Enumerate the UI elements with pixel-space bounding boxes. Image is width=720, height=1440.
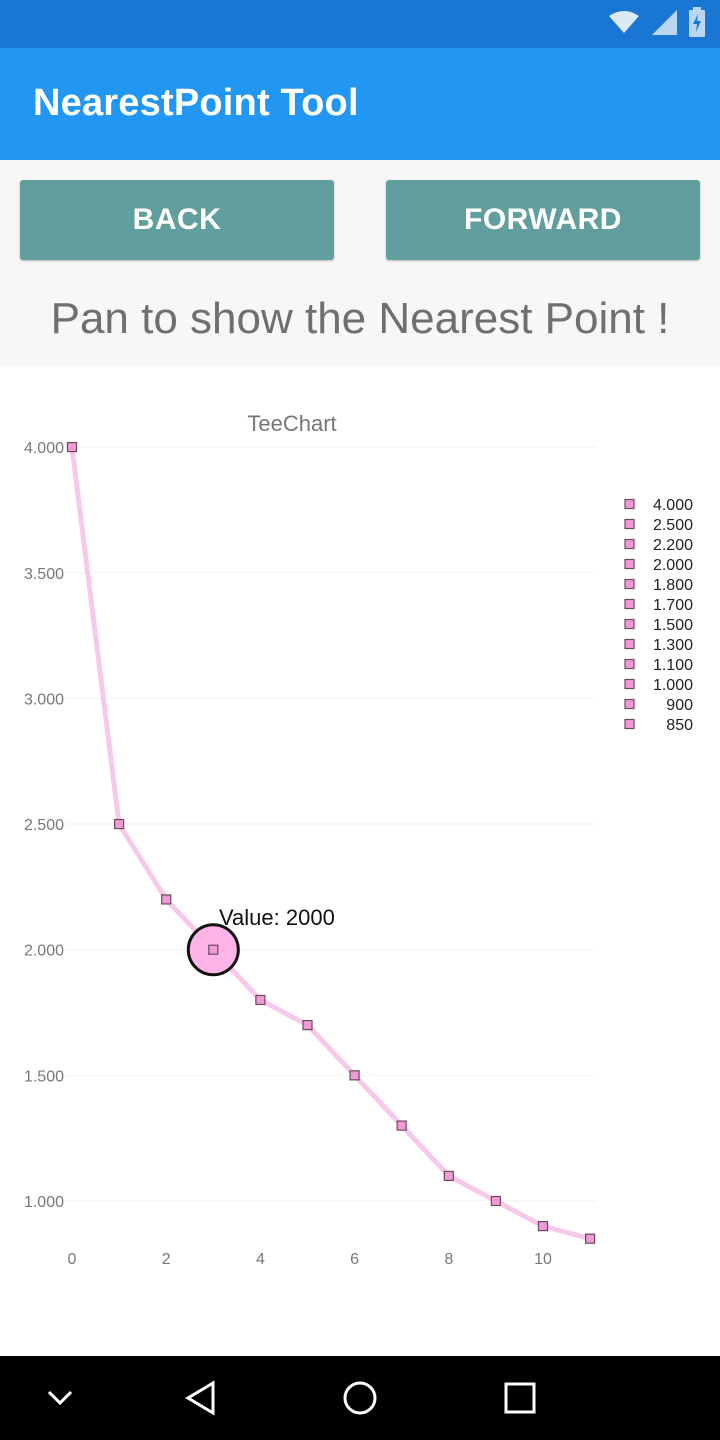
x-tick-label: 6 — [350, 1251, 359, 1268]
data-point — [537, 1221, 549, 1232]
legend-marker — [624, 518, 635, 530]
legend-item-label: 2.500 — [653, 517, 693, 534]
legend-marker — [624, 578, 635, 590]
x-tick-label: 2 — [162, 1251, 171, 1268]
x-tick-label: 8 — [444, 1251, 453, 1268]
y-tick-label: 2.000 — [24, 943, 64, 960]
nearest-point-label: Value: 2000 — [219, 905, 335, 930]
data-point — [584, 1233, 596, 1244]
signal-icon — [650, 8, 678, 41]
x-tick-label: 4 — [256, 1251, 265, 1268]
data-point — [66, 441, 78, 453]
legend-marker — [624, 618, 635, 630]
legend-marker — [624, 718, 635, 730]
navigation-bar — [0, 1356, 720, 1440]
legend-marker — [624, 658, 635, 670]
legend-item-label: 1.500 — [653, 617, 693, 634]
y-tick-label: 3.500 — [24, 566, 64, 583]
app-title: NearestPoint Tool — [33, 82, 359, 124]
legend-item-label: 1.300 — [653, 637, 693, 654]
legend-item-label: 4.000 — [653, 497, 693, 514]
y-tick-label: 3.000 — [24, 691, 64, 708]
legend-marker — [624, 558, 635, 570]
chevron-down-icon[interactable] — [40, 1356, 80, 1440]
legend-item-label: 1.100 — [653, 657, 693, 674]
legend-marker — [624, 698, 635, 710]
y-tick-label: 1.000 — [24, 1194, 64, 1211]
legend-item-label: 1.800 — [653, 577, 693, 594]
legend-marker — [624, 678, 635, 690]
home-circle-icon[interactable] — [340, 1356, 380, 1440]
data-point — [255, 994, 266, 1006]
app-bar: NearestPoint Tool — [0, 48, 720, 160]
data-point — [443, 1170, 454, 1181]
status-bar — [0, 0, 720, 48]
forward-button[interactable]: FORWARD — [386, 180, 700, 260]
data-point — [349, 1070, 360, 1081]
data-point — [302, 1019, 313, 1031]
status-icons — [608, 6, 706, 42]
legend-item-label: 900 — [666, 697, 693, 714]
series-line — [69, 446, 591, 1242]
legend-marker — [624, 538, 635, 550]
back-triangle-icon[interactable] — [180, 1356, 220, 1440]
teechart[interactable]: TeeChart 1.000 1.500 2.000 2.500 3.000 3.500 4.… — [0, 366, 720, 1356]
legend-marker — [624, 598, 635, 610]
data-point — [396, 1120, 407, 1131]
back-button[interactable]: BACK — [20, 180, 334, 260]
x-tick-label: 0 — [68, 1251, 77, 1268]
legend-item-label: 1.700 — [653, 597, 693, 614]
data-point — [113, 818, 125, 830]
wifi-icon — [608, 10, 640, 39]
y-tick-label: 2.500 — [24, 817, 64, 834]
legend-item-label: 1.000 — [653, 677, 693, 694]
recents-square-icon[interactable] — [500, 1356, 540, 1440]
legend-item-label: 2.200 — [653, 537, 693, 554]
instruction-text: Pan to show the Nearest Point ! — [50, 294, 670, 343]
data-point — [490, 1195, 501, 1207]
legend-marker — [624, 638, 635, 650]
y-tick-label: 4.000 — [24, 440, 64, 457]
chart-area[interactable]: TeeChart 1.000 1.500 2.000 2.500 3.000 3.500 4.… — [0, 366, 720, 1356]
legend-marker — [624, 498, 635, 510]
battery-icon — [688, 6, 706, 42]
controls-panel: BACK FORWARD Pan to show the Nearest Poi… — [0, 160, 720, 366]
legend-item-label: 2.000 — [653, 557, 693, 574]
y-tick-label: 1.500 — [24, 1068, 64, 1085]
chart-title: TeeChart — [247, 411, 336, 436]
legend-item-label: 850 — [666, 717, 693, 734]
x-tick-label: 10 — [534, 1251, 552, 1268]
data-point — [208, 944, 219, 955]
data-point — [161, 894, 172, 905]
